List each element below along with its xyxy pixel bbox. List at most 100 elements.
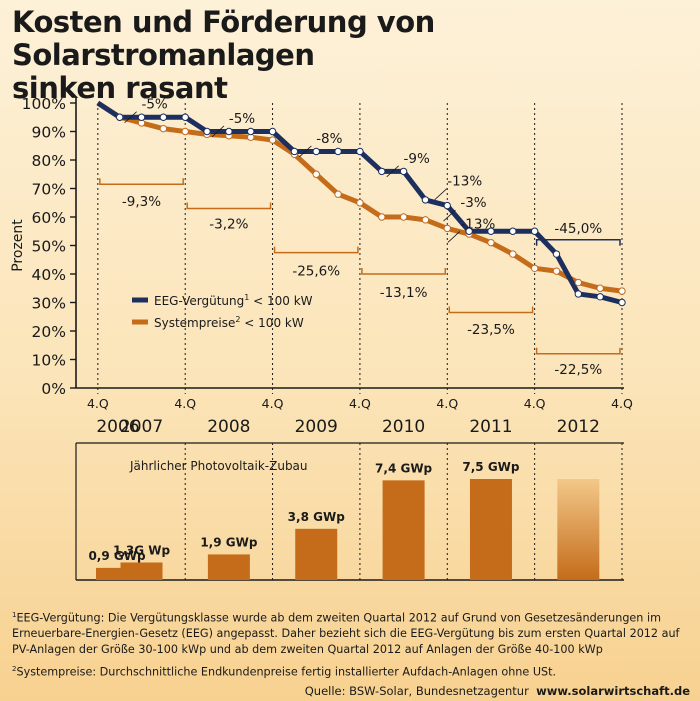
legend-sys-label: Systempreise2 < 100 kW (154, 315, 304, 330)
eeg-step-label: -9% (404, 151, 430, 167)
eeg-point (509, 227, 517, 235)
y-tick-label: 40% (32, 266, 66, 284)
eeg-step-label: -3% (460, 195, 486, 211)
change-bracket (273, 246, 359, 254)
zubau-bar (469, 479, 512, 580)
year-label: 2012 (557, 417, 600, 437)
systempreise-point (399, 213, 408, 221)
title-line-2: sinken rasant (12, 71, 228, 105)
eeg-point (421, 196, 430, 204)
eeg-point (443, 201, 451, 210)
y-axis-title: Prozent (10, 219, 26, 272)
systempreise-point (312, 170, 320, 178)
change-label: -9,3% (122, 194, 161, 210)
zubau-bar (120, 562, 163, 580)
change-label: -45,0% (554, 221, 602, 237)
eeg-point (530, 227, 539, 235)
eeg-step-label: -5% (229, 111, 255, 127)
eeg-point (203, 127, 211, 136)
year-label: 2010 (382, 417, 425, 437)
y-tick-label: 100% (22, 95, 66, 113)
quarter-tick-label: 4.Q (524, 396, 546, 411)
eeg-step-label: -13% (447, 174, 482, 190)
zubau-bar (557, 479, 600, 580)
change-label: -23,5% (467, 322, 515, 338)
systempreise-point (181, 127, 189, 136)
systempreise-point (618, 287, 626, 295)
systempreise-point (268, 136, 277, 144)
change-label: -13,1% (380, 285, 428, 301)
eeg-point (290, 147, 299, 156)
zubau-bar-label: 3,8 GWp (288, 510, 346, 524)
eeg-step-leader (386, 165, 399, 178)
eeg-step-leader (299, 145, 312, 158)
footnote-1: 1EEG-Vergütung: Die Vergütungsklasse wur… (12, 608, 692, 657)
y-tick-label: 80% (32, 152, 66, 170)
quarter-tick-label: 4.Q (611, 396, 633, 411)
systempreise-point (509, 250, 517, 258)
systempreise-point (421, 216, 430, 224)
eeg-point (247, 127, 255, 136)
eeg-step-label: -5% (141, 97, 167, 113)
systempreise-point (552, 267, 561, 275)
quarter-tick-label: 4.Q (349, 396, 371, 411)
source-url: www.solarwirtschaft.de (536, 684, 690, 698)
zubau-bar-label: 7,4 GWp (375, 461, 433, 475)
year-label: 2006 (96, 417, 139, 437)
eeg-point (312, 147, 320, 156)
systempreise-line (96, 100, 623, 294)
eeg-point (159, 113, 168, 121)
zubau-bar (295, 528, 338, 580)
quarter-tick-label: 4.Q (436, 396, 458, 411)
change-bracket (186, 202, 272, 210)
year-label: 2011 (469, 417, 512, 437)
change-bracket (99, 178, 184, 185)
page-title: Kosten und Förderung von Solarstromanlag… (12, 6, 692, 105)
systempreise-point (487, 238, 495, 247)
change-label: -25,6% (292, 264, 340, 280)
zubau-bar-label: 1,3G Wp (113, 543, 171, 557)
eeg-point (115, 113, 124, 121)
eeg-step-label: -8% (316, 131, 342, 147)
systempreise-point (574, 278, 583, 287)
y-tick-label: 10% (32, 352, 66, 370)
footnote-2: 2Systempreise: Durchschnittliche Endkund… (12, 662, 692, 680)
eeg-step-leader (434, 188, 448, 200)
y-tick-label: 0% (41, 380, 66, 398)
y-tick-label: 60% (32, 209, 66, 227)
footnote-2-text: Systempreise: Durchschnittliche Endkunde… (16, 665, 557, 679)
eeg-step-leader (447, 231, 461, 243)
year-label: 2009 (295, 417, 338, 437)
change-bracket (361, 268, 447, 275)
change-label: -22,5% (554, 362, 602, 378)
change-bracket (535, 347, 621, 355)
change-label: -3,2% (209, 217, 248, 233)
source-text: Quelle: BSW-Solar, Bundesnetzagentur (304, 684, 529, 698)
footnotes: 1EEG-Vergütung: Die Vergütungsklasse wur… (12, 608, 692, 685)
eeg-step-leader (443, 209, 456, 222)
eeg-point (225, 127, 233, 136)
eeg-step-label: -13% (460, 216, 495, 232)
eeg-point (552, 250, 561, 258)
y-tick-label: 70% (32, 181, 66, 199)
chart-canvas: 0% 10% 20% 30% 40% 50% 60% 70% 80% 90% 100% Prozent… (10, 95, 633, 581)
eeg-point (465, 227, 473, 235)
change-bracket (448, 306, 534, 314)
y-tick-label: 90% (32, 124, 66, 142)
systempreise-point (443, 224, 451, 233)
zubau-bar-label: 7,5 GWp (462, 460, 520, 474)
eeg-point (356, 147, 364, 156)
systempreise-point (159, 124, 168, 133)
systempreise-point (530, 264, 539, 272)
footnote-1-text: EEG-Vergütung: Die Vergütungsklasse wurd… (12, 611, 680, 656)
footnote-2-mark: 2 (12, 665, 17, 674)
systempreise-point (378, 213, 386, 221)
quarter-tick-label: 4.Q (262, 396, 284, 411)
title-line-1: Kosten und Förderung von Solarstromanlag… (12, 5, 435, 72)
year-label: 2008 (207, 417, 250, 437)
source-line: Quelle: BSW-Solar, Bundesnetzagentur www… (305, 684, 690, 698)
year-label: 2007 (120, 417, 163, 437)
eeg-point (399, 167, 408, 176)
eeg-step-leader (124, 111, 137, 123)
